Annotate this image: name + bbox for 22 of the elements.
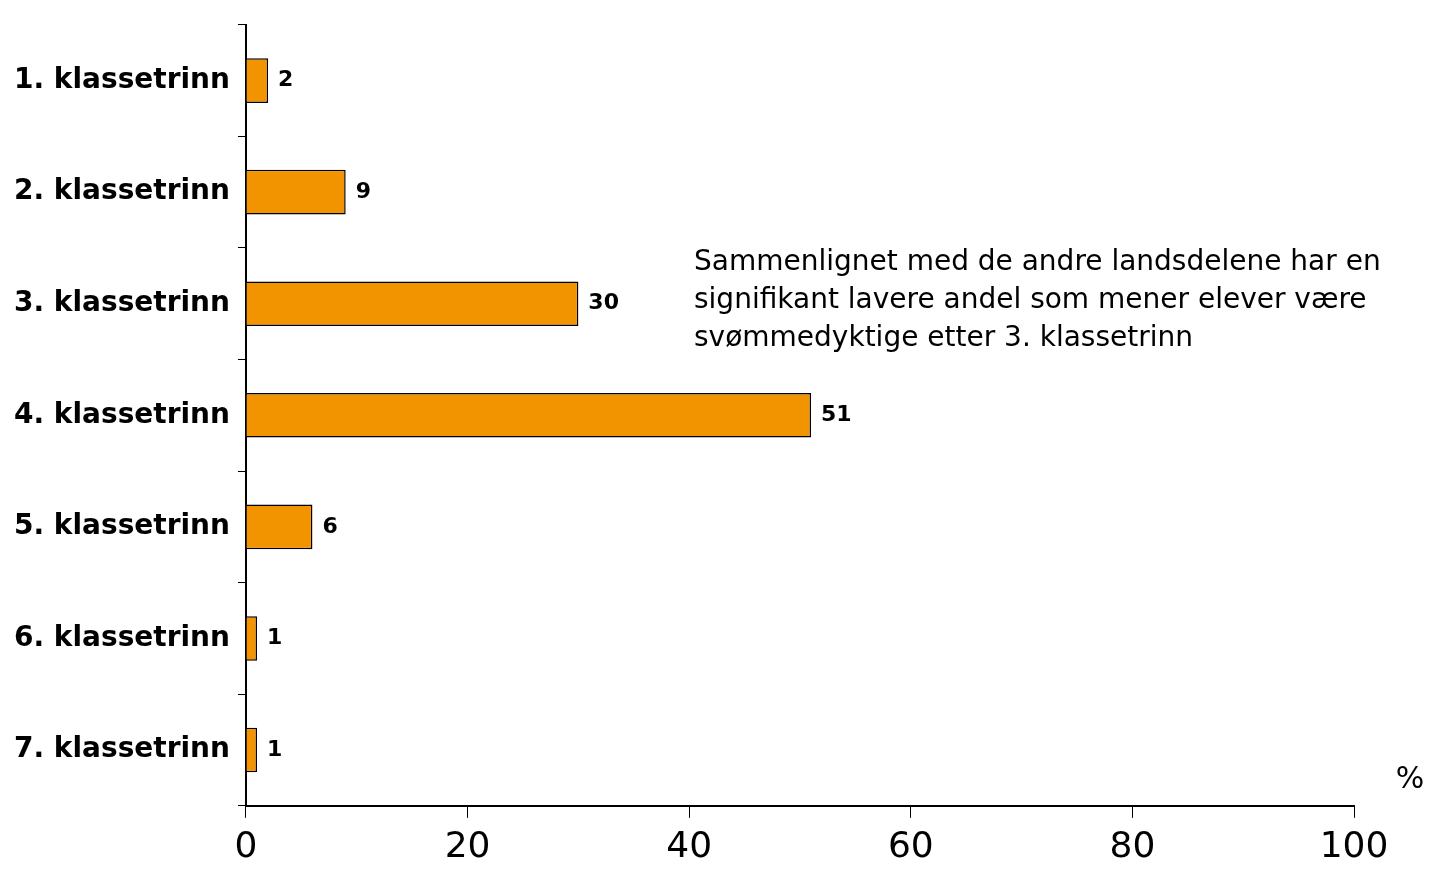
- y-tick-label: 3. klassetrinn: [13, 285, 230, 319]
- data-label: 1: [267, 735, 283, 761]
- y-tick-label: 6. klassetrinn: [13, 619, 230, 653]
- x-tick-label: 80: [1109, 823, 1156, 865]
- data-label: 6: [322, 512, 338, 538]
- x-tick-label: 0: [234, 823, 258, 865]
- data-label: 51: [821, 401, 852, 427]
- x-tick-label: 40: [666, 823, 713, 865]
- data-label: 1: [267, 624, 283, 650]
- data-label: 2: [278, 66, 294, 92]
- y-tick-label: 5. klassetrinn: [13, 508, 230, 542]
- data-label: 9: [355, 177, 371, 203]
- y-tick-label: 7. klassetrinn: [13, 731, 230, 765]
- y-tick-label: 4. klassetrinn: [13, 396, 230, 430]
- x-axis-title: %: [1395, 759, 1425, 795]
- data-label: 30: [588, 289, 619, 315]
- x-tick-label: 60: [887, 823, 934, 865]
- annotation: Sammenlignet med de andre landsdelene har en signifikant lavere andel som mener elever være svømmedyktige etter 3. klassetrinn: [694, 243, 1382, 355]
- y-tick-label: 1. klassetrinn: [13, 61, 230, 95]
- x-tick-label: 20: [444, 823, 491, 865]
- y-tick-label: 2. klassetrinn: [13, 173, 230, 207]
- x-tick-label: 100: [1319, 823, 1389, 865]
